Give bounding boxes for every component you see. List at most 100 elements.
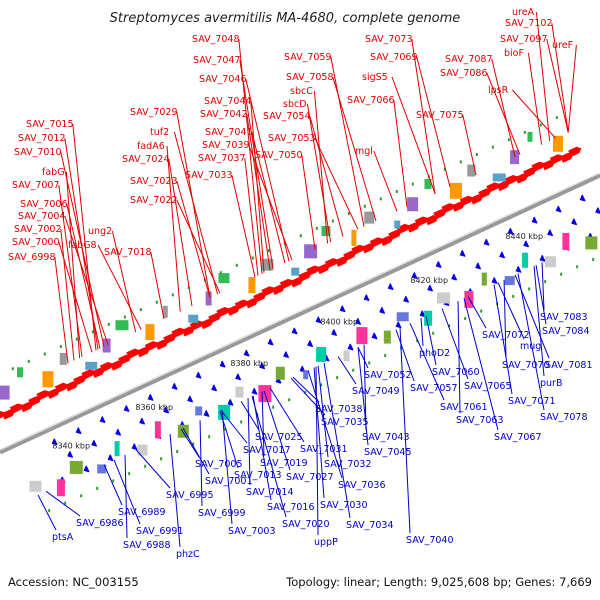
gene-label-sav-7022[interactable]: SAV_7022 — [130, 195, 178, 206]
gene-label-sav-7049[interactable]: SAV_7049 — [352, 386, 400, 397]
gene-label-sav-7086[interactable]: SAV_7086 — [440, 68, 488, 79]
gene-label-sav-7059[interactable]: SAV_7059 — [284, 52, 332, 63]
gene-label-sbcd[interactable]: sbcD — [283, 99, 307, 110]
gene-label-sav-7036[interactable]: SAV_7036 — [338, 480, 386, 491]
gene-label-sav-7047[interactable]: SAV_7047 — [193, 55, 241, 66]
gene-label-sav-7003[interactable]: SAV_7003 — [228, 526, 276, 537]
gene-label-sav-7012[interactable]: SAV_7012 — [18, 133, 66, 144]
gene-label-sav-7005[interactable]: SAV_7005 — [195, 459, 243, 470]
gene-label-sav-7019[interactable]: SAV_7019 — [260, 458, 308, 469]
gene-label-sav-7016[interactable]: SAV_7016 — [267, 502, 315, 513]
gene-label-sav-7014[interactable]: SAV_7014 — [246, 487, 294, 498]
leader-line-sav-7050 — [301, 154, 316, 250]
gene-label-sav-7081[interactable]: SAV_7081 — [545, 360, 593, 371]
gene-label-sav-7024[interactable]: SAV_7024 — [122, 154, 170, 165]
gene-label-sav-7001[interactable]: SAV_7001 — [205, 476, 253, 487]
gene-label-sav-7035[interactable]: SAV_7035 — [321, 417, 369, 428]
gene-label-sav-7066[interactable]: SAV_7066 — [347, 95, 395, 106]
gene-label-sav-7029[interactable]: SAV_7029 — [130, 107, 178, 118]
gene-label-uppp[interactable]: uppP — [314, 537, 338, 548]
gene-label-sav-7073[interactable]: SAV_7073 — [365, 34, 413, 45]
gene-label-lpsr[interactable]: lpsR — [488, 85, 509, 96]
gene-label-sav-7087[interactable]: SAV_7087 — [445, 54, 493, 65]
gene-label-sav-7018[interactable]: SAV_7018 — [104, 247, 152, 258]
gene-label-uref[interactable]: ureF — [552, 40, 573, 51]
gene-label-sav-7030[interactable]: SAV_7030 — [320, 500, 368, 511]
gene-label-sav-7102[interactable]: SAV_7102 — [505, 18, 553, 29]
gene-label-sav-7013[interactable]: SAV_7013 — [234, 470, 282, 481]
gene-label-sav-7033[interactable]: SAV_7033 — [185, 170, 233, 181]
gene-label-sav-7072[interactable]: SAV_7072 — [482, 330, 530, 341]
gene-label-mug[interactable]: mug — [520, 341, 541, 352]
gene-label-sav-7002[interactable]: SAV_7002 — [14, 224, 62, 235]
gene-label-phod2[interactable]: phoD2 — [419, 348, 450, 359]
gene-label-urea[interactable]: ureA — [512, 7, 535, 18]
gene-label-sav-6995[interactable]: SAV_6995 — [166, 490, 214, 501]
gene-label-sav-7050[interactable]: SAV_7050 — [255, 150, 303, 161]
gene-label-sav-7052[interactable]: SAV_7052 — [364, 370, 412, 381]
gene-label-sav-7040[interactable]: SAV_7040 — [406, 535, 454, 546]
gene-label-sav-7027[interactable]: SAV_7027 — [286, 472, 334, 483]
gene-label-fada6[interactable]: fadA6 — [137, 141, 165, 152]
gene-label-sav-7048[interactable]: SAV_7048 — [192, 34, 240, 45]
gene-label-sav-6999[interactable]: SAV_6999 — [198, 508, 246, 519]
gene-label-phzc[interactable]: phzC — [176, 549, 200, 560]
gene-label-sav-7046[interactable]: SAV_7046 — [199, 74, 247, 85]
gene-label-sav-7060[interactable]: SAV_7060 — [432, 367, 480, 378]
gene-label-sav-7010[interactable]: SAV_7010 — [14, 147, 62, 158]
gene-label-sav-7045[interactable]: SAV_7045 — [364, 447, 412, 458]
gene-label-sav-7007[interactable]: SAV_7007 — [12, 180, 60, 191]
gene-label-sav-7067[interactable]: SAV_7067 — [494, 432, 542, 443]
gene-label-sav-7097[interactable]: SAV_7097 — [500, 34, 548, 45]
gene-label-sav-6988[interactable]: SAV_6988 — [123, 540, 171, 551]
gene-label-sav-7006[interactable]: SAV_7006 — [20, 199, 68, 210]
gene-label-sav-7017[interactable]: SAV_7017 — [243, 445, 291, 456]
gene-label-sav-6989[interactable]: SAV_6989 — [118, 507, 166, 518]
gene-label-sav-7031[interactable]: SAV_7031 — [300, 444, 348, 455]
gene-label-sav-7078[interactable]: SAV_7078 — [540, 412, 588, 423]
gene-label-sav-7084[interactable]: SAV_7084 — [542, 326, 590, 337]
gene-label-sav-7023[interactable]: SAV_7023 — [130, 176, 178, 187]
gene-label-sigs5[interactable]: sigS5 — [362, 72, 388, 83]
gene-label-sav-7063[interactable]: SAV_7063 — [456, 415, 504, 426]
gene-label-mgl[interactable]: mgl — [355, 146, 373, 157]
gene-label-sbcc[interactable]: sbcC — [290, 86, 313, 97]
gene-label-fabg8[interactable]: fabG8 — [68, 240, 97, 251]
gene-label-sav-7053[interactable]: SAV_7053 — [268, 133, 316, 144]
gene-label-sav-7065[interactable]: SAV_7065 — [464, 381, 512, 392]
gene-label-sav-7039[interactable]: SAV_7039 — [202, 140, 250, 151]
gene-label-sav-7061[interactable]: SAV_7061 — [440, 402, 488, 413]
gene-label-ptsa[interactable]: ptsA — [52, 532, 74, 543]
gene-label-sav-7044[interactable]: SAV_7044 — [204, 96, 252, 107]
gene-label-sav-7015[interactable]: SAV_7015 — [26, 119, 74, 130]
gene-label-sav-7037[interactable]: SAV_7037 — [198, 153, 246, 164]
gene-label-sav-7043[interactable]: SAV_7043 — [362, 432, 410, 443]
gene-label-sav-7020[interactable]: SAV_7020 — [282, 519, 330, 530]
gene-label-purb[interactable]: purB — [540, 378, 562, 389]
gene-label-sav-6986[interactable]: SAV_6986 — [76, 518, 124, 529]
gene-label-biof[interactable]: bioF — [504, 48, 524, 59]
gene-label-sav-7034[interactable]: SAV_7034 — [346, 520, 394, 531]
gene-label-sav-6991[interactable]: SAV_6991 — [136, 526, 184, 537]
gene-label-sav-7000[interactable]: SAV_7000 — [12, 237, 60, 248]
gene-label-sav-7070[interactable]: SAV_7070 — [502, 360, 550, 371]
gene-label-sav-6998[interactable]: SAV_6998 — [8, 252, 56, 263]
gene-category-block — [545, 256, 557, 268]
gene-label-sav-7071[interactable]: SAV_7071 — [508, 396, 556, 407]
gene-label-ung2[interactable]: ung2 — [88, 226, 112, 237]
gene-label-sav-7038[interactable]: SAV_7038 — [315, 404, 363, 415]
gene-label-sav-7042[interactable]: SAV_7042 — [200, 109, 248, 120]
gene-label-sav-7025[interactable]: SAV_7025 — [255, 432, 303, 443]
gene-label-sav-7054[interactable]: SAV_7054 — [263, 111, 311, 122]
gene-label-fabg[interactable]: fabG — [42, 167, 65, 178]
gene-label-sav-7057[interactable]: SAV_7057 — [410, 383, 458, 394]
gene-label-sav-7041[interactable]: SAV_7041 — [205, 127, 253, 138]
gene-label-tuf2[interactable]: tuf2 — [150, 127, 169, 138]
reverse-gene-arrow — [115, 428, 122, 436]
gene-label-sav-7083[interactable]: SAV_7083 — [540, 312, 588, 323]
gene-label-sav-7058[interactable]: SAV_7058 — [286, 72, 334, 83]
gene-label-sav-7069[interactable]: SAV_7069 — [370, 52, 418, 63]
gene-label-sav-7004[interactable]: SAV_7004 — [18, 211, 66, 222]
gene-label-sav-7075[interactable]: SAV_7075 — [416, 110, 464, 121]
gene-label-sav-7032[interactable]: SAV_7032 — [324, 459, 372, 470]
